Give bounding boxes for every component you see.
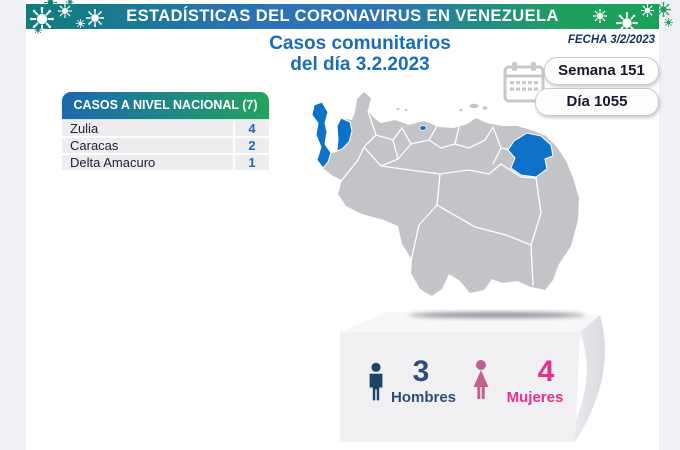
female-icon [473,360,489,399]
box-front-face [340,332,580,442]
virus-icon [34,26,42,34]
virus-icon [66,0,74,6]
state-borders [341,110,542,286]
virus-icon [76,19,85,28]
table-header: CASOS A NIVEL NACIONAL (7) [62,92,269,119]
table-row: Caracas 2 [62,138,269,153]
virus-icon [593,9,607,23]
male-icon [369,362,383,401]
virus-icon [616,12,638,34]
virus-icon [58,4,72,18]
subtitle: Casos comunitarios del día 3.2.2023 [230,33,490,75]
women-count: 4 [537,355,555,388]
subtitle-line1: Casos comunitarios [269,33,451,54]
page-curl [568,315,605,442]
header-band: ESTADÍSTICAS DEL CORONAVIRUS EN VENEZUEL… [26,4,659,29]
table-row: Zulia 4 [62,121,269,136]
men-count: 3 [412,355,430,388]
row-value: 4 [235,121,269,136]
women-label: Mujeres [506,389,564,406]
day-badge: Día 1055 [535,88,659,116]
row-label: Caracas [62,138,233,153]
date-label: FECHA 3/2/2023 [567,34,655,46]
row-label: Zulia [62,121,233,136]
row-value: 1 [235,155,269,170]
virus-icon [86,9,104,27]
map-venezuela [312,92,579,296]
virus-icon [656,2,671,17]
row-label: Delta Amacuro [62,155,233,170]
virus-icon [641,4,654,17]
state-delta-amacuro [507,132,554,178]
page-title: ESTADÍSTICAS DEL CORONAVIRUS EN VENEZUEL… [126,7,559,25]
national-cases-table: CASOS A NIVEL NACIONAL (7) Zulia 4 Carac… [62,92,269,170]
venezuela-map [311,92,579,296]
row-value: 2 [235,138,269,153]
islands [396,103,488,112]
week-badge: Semana 151 [544,57,659,85]
subtitle-line2: del día 3.2.2023 [290,54,430,75]
men-label: Hombres [391,389,457,406]
box-slot [409,312,585,318]
table-row: Delta Amacuro 1 [62,155,269,170]
state-caracas [419,125,427,131]
state-zulia-east [336,117,353,152]
state-zulia [311,101,332,169]
calendar-icon [503,62,545,103]
gender-box [340,312,605,442]
virus-icon [44,0,57,9]
virus-icon [664,18,673,27]
